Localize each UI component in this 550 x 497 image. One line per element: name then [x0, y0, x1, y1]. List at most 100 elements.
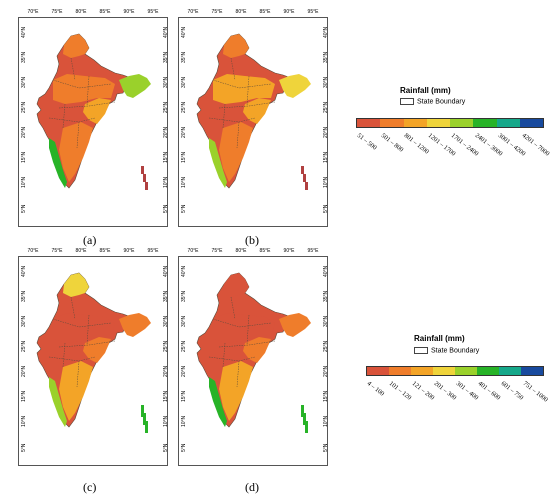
state-boundary-line — [212, 79, 272, 89]
lon-tick-label: 75°E — [51, 248, 63, 254]
legend-class-label: 4 – 100 — [365, 380, 386, 398]
legend-class-label: 501 – 800 — [379, 132, 404, 154]
rainfall-zone — [49, 377, 67, 427]
lat-tick-label: 10°N — [181, 415, 187, 427]
lon-tick-label: 80°E — [75, 9, 87, 15]
panel-label-d: (d) — [245, 480, 259, 494]
rainfall-zone — [209, 138, 227, 188]
lat-tick-label: 20°N — [323, 126, 329, 138]
andaman-islands — [305, 182, 308, 190]
lat-tick-label: 10°N — [181, 176, 187, 188]
legend-boundary-top: State Boundary — [400, 98, 465, 105]
legend-class-label: 801 – 1200 — [402, 132, 431, 156]
legend-swatch — [426, 119, 450, 127]
state-boundary-line — [76, 360, 80, 388]
lat-tick-label: 15°N — [323, 390, 329, 402]
legend-class-label: 201 – 300 — [432, 380, 458, 402]
andaman-islands — [303, 174, 306, 182]
andaman-islands — [143, 174, 146, 182]
legend-swatch — [499, 367, 521, 375]
lat-tick-label: 15°N — [323, 151, 329, 163]
legend-swatch — [477, 367, 499, 375]
lat-tick-label: 40°N — [181, 265, 187, 277]
lon-tick-label: 80°E — [235, 9, 247, 15]
lat-tick-label: 15°N — [163, 390, 169, 402]
lat-tick-label: 20°N — [21, 126, 27, 138]
legend-title-bottom: Rainfall (mm) — [414, 334, 465, 343]
state-boundary-line — [52, 79, 112, 89]
lat-tick-label: 5°N — [21, 204, 27, 213]
rainfall-zone — [119, 313, 151, 337]
lon-ticks: 70°E 75°E 80°E 85°E 90°E 95°E — [19, 9, 167, 17]
lat-tick-label: 15°N — [163, 151, 169, 163]
map-panel-b: 70°E 75°E 80°E 85°E 90°E 95°E 40°N 40°N 35°N 35°… — [178, 9, 329, 227]
state-boundary-line — [218, 340, 276, 348]
rainfall-zone — [63, 34, 89, 58]
lon-tick-label: 95°E — [307, 248, 319, 254]
legend-swatch — [496, 119, 520, 127]
lon-tick-label: 90°E — [123, 248, 135, 254]
lat-tick-label: 40°N — [163, 26, 169, 38]
lat-tick-label: 40°N — [21, 26, 27, 38]
legend-swatch — [389, 367, 411, 375]
state-boundary-line — [58, 101, 116, 109]
rainfall-zone — [53, 313, 115, 343]
lat-tick-label: 30°N — [163, 76, 169, 88]
lat-tick-label: 10°N — [163, 415, 169, 427]
lon-tick-label: 85°E — [99, 9, 111, 15]
lon-tick-label: 90°E — [123, 9, 135, 15]
lat-tick-label: 30°N — [323, 76, 329, 88]
rainfall-zone — [59, 361, 93, 421]
legend-swatch — [473, 119, 497, 127]
legend-swatch — [367, 367, 389, 375]
rainfall-zone — [223, 273, 249, 297]
lat-tick-label: 20°N — [163, 126, 169, 138]
lat-tick-label: 20°N — [181, 365, 187, 377]
rainfall-zone — [63, 273, 89, 297]
lat-tick-label: 5°N — [21, 443, 27, 452]
rainfall-zone — [209, 377, 227, 427]
lon-tick-label: 80°E — [75, 248, 87, 254]
map-panel-a: 70°E 75°E 80°E 85°E 90°E 95°E 40°N 40°N 35°N 35°… — [18, 9, 169, 227]
lon-tick-label: 90°E — [283, 248, 295, 254]
legend-color-bar-bottom — [366, 366, 544, 376]
lon-ticks: 70°E 75°E 80°E 85°E 90°E 95°E — [179, 9, 327, 17]
rainfall-zone — [83, 98, 111, 124]
map-panel-c: 70°E 75°E 80°E 85°E 90°E 95°E 40°N 40°N 35°N 35°… — [18, 248, 169, 466]
lat-tick-label: 10°N — [323, 415, 329, 427]
state-boundary-line — [58, 340, 116, 348]
lat-tick-label: 35°N — [323, 51, 329, 63]
lat-tick-label: 5°N — [163, 204, 169, 213]
lat-tick-label: 40°N — [323, 26, 329, 38]
lat-tick-label: 20°N — [21, 365, 27, 377]
rainfall-zone — [213, 313, 275, 343]
andaman-islands — [141, 166, 144, 174]
panel-label-a: (a) — [83, 233, 97, 247]
lat-tick-label: 35°N — [163, 51, 169, 63]
state-boundary-line — [236, 360, 240, 388]
state-boundary-line — [222, 103, 226, 129]
legend-class-label: 51 – 500 — [355, 132, 378, 152]
lat-tick-label: 5°N — [323, 204, 329, 213]
rainfall-zone — [119, 74, 151, 98]
lon-tick-label: 75°E — [211, 9, 223, 15]
lat-tick-label: 15°N — [21, 151, 27, 163]
state-boundary-line — [212, 318, 272, 328]
lon-tick-label: 75°E — [211, 248, 223, 254]
lat-tick-label: 15°N — [181, 151, 187, 163]
lat-tick-label: 20°N — [163, 365, 169, 377]
lat-tick-label: 5°N — [181, 204, 187, 213]
india-rainfall-map — [196, 33, 311, 190]
state-boundary-line — [86, 75, 90, 107]
lat-tick-label: 25°N — [323, 101, 329, 113]
lat-tick-label: 5°N — [181, 443, 187, 452]
andaman-islands — [145, 421, 148, 433]
lat-tick-label: 5°N — [163, 443, 169, 452]
lat-tick-label: 30°N — [181, 76, 187, 88]
lon-tick-label: 70°E — [187, 248, 199, 254]
lon-tick-label: 85°E — [99, 248, 111, 254]
andaman-islands — [141, 405, 144, 417]
state-boundary-line — [76, 121, 80, 149]
andaman-islands — [303, 413, 306, 425]
state-boundary-line — [246, 75, 250, 107]
